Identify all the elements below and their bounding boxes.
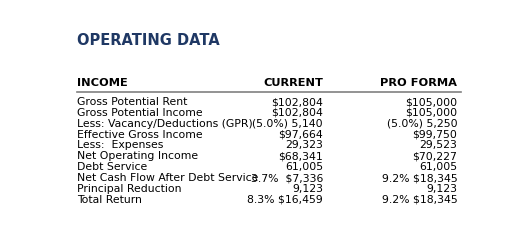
Text: $105,000: $105,000 xyxy=(405,108,457,118)
Text: Less:  Expenses: Less: Expenses xyxy=(77,140,163,151)
Text: Gross Potential Rent: Gross Potential Rent xyxy=(77,97,187,107)
Text: $68,341: $68,341 xyxy=(278,151,323,161)
Text: Debt Service: Debt Service xyxy=(77,162,147,172)
Text: $97,664: $97,664 xyxy=(278,130,323,140)
Text: $99,750: $99,750 xyxy=(413,130,457,140)
Text: 9,123: 9,123 xyxy=(427,184,457,194)
Text: 9.2% $18,345: 9.2% $18,345 xyxy=(382,173,457,183)
Text: CURRENT: CURRENT xyxy=(263,78,323,88)
Text: 29,323: 29,323 xyxy=(285,140,323,151)
Text: 61,005: 61,005 xyxy=(419,162,457,172)
Text: 9.2% $18,345: 9.2% $18,345 xyxy=(382,195,457,205)
Text: 3.7%  $7,336: 3.7% $7,336 xyxy=(251,173,323,183)
Text: 61,005: 61,005 xyxy=(285,162,323,172)
Text: (5.0%) 5,250: (5.0%) 5,250 xyxy=(387,119,457,129)
Text: PRO FORMA: PRO FORMA xyxy=(381,78,457,88)
Text: Net Cash Flow After Debt Service: Net Cash Flow After Debt Service xyxy=(77,173,258,183)
Text: Net Operating Income: Net Operating Income xyxy=(77,151,198,161)
Text: Effective Gross Income: Effective Gross Income xyxy=(77,130,202,140)
Text: Principal Reduction: Principal Reduction xyxy=(77,184,181,194)
Text: Gross Potential Income: Gross Potential Income xyxy=(77,108,202,118)
Text: Less: Vacancy/Deductions (GPR): Less: Vacancy/Deductions (GPR) xyxy=(77,119,252,129)
Text: 8.3% $16,459: 8.3% $16,459 xyxy=(247,195,323,205)
Text: OPERATING DATA: OPERATING DATA xyxy=(77,33,219,48)
Text: $102,804: $102,804 xyxy=(271,108,323,118)
Text: INCOME: INCOME xyxy=(77,78,127,88)
Text: 29,523: 29,523 xyxy=(419,140,457,151)
Text: $105,000: $105,000 xyxy=(405,97,457,107)
Text: $70,227: $70,227 xyxy=(413,151,457,161)
Text: 9,123: 9,123 xyxy=(292,184,323,194)
Text: $102,804: $102,804 xyxy=(271,97,323,107)
Text: (5.0%) 5,140: (5.0%) 5,140 xyxy=(252,119,323,129)
Text: Total Return: Total Return xyxy=(77,195,142,205)
